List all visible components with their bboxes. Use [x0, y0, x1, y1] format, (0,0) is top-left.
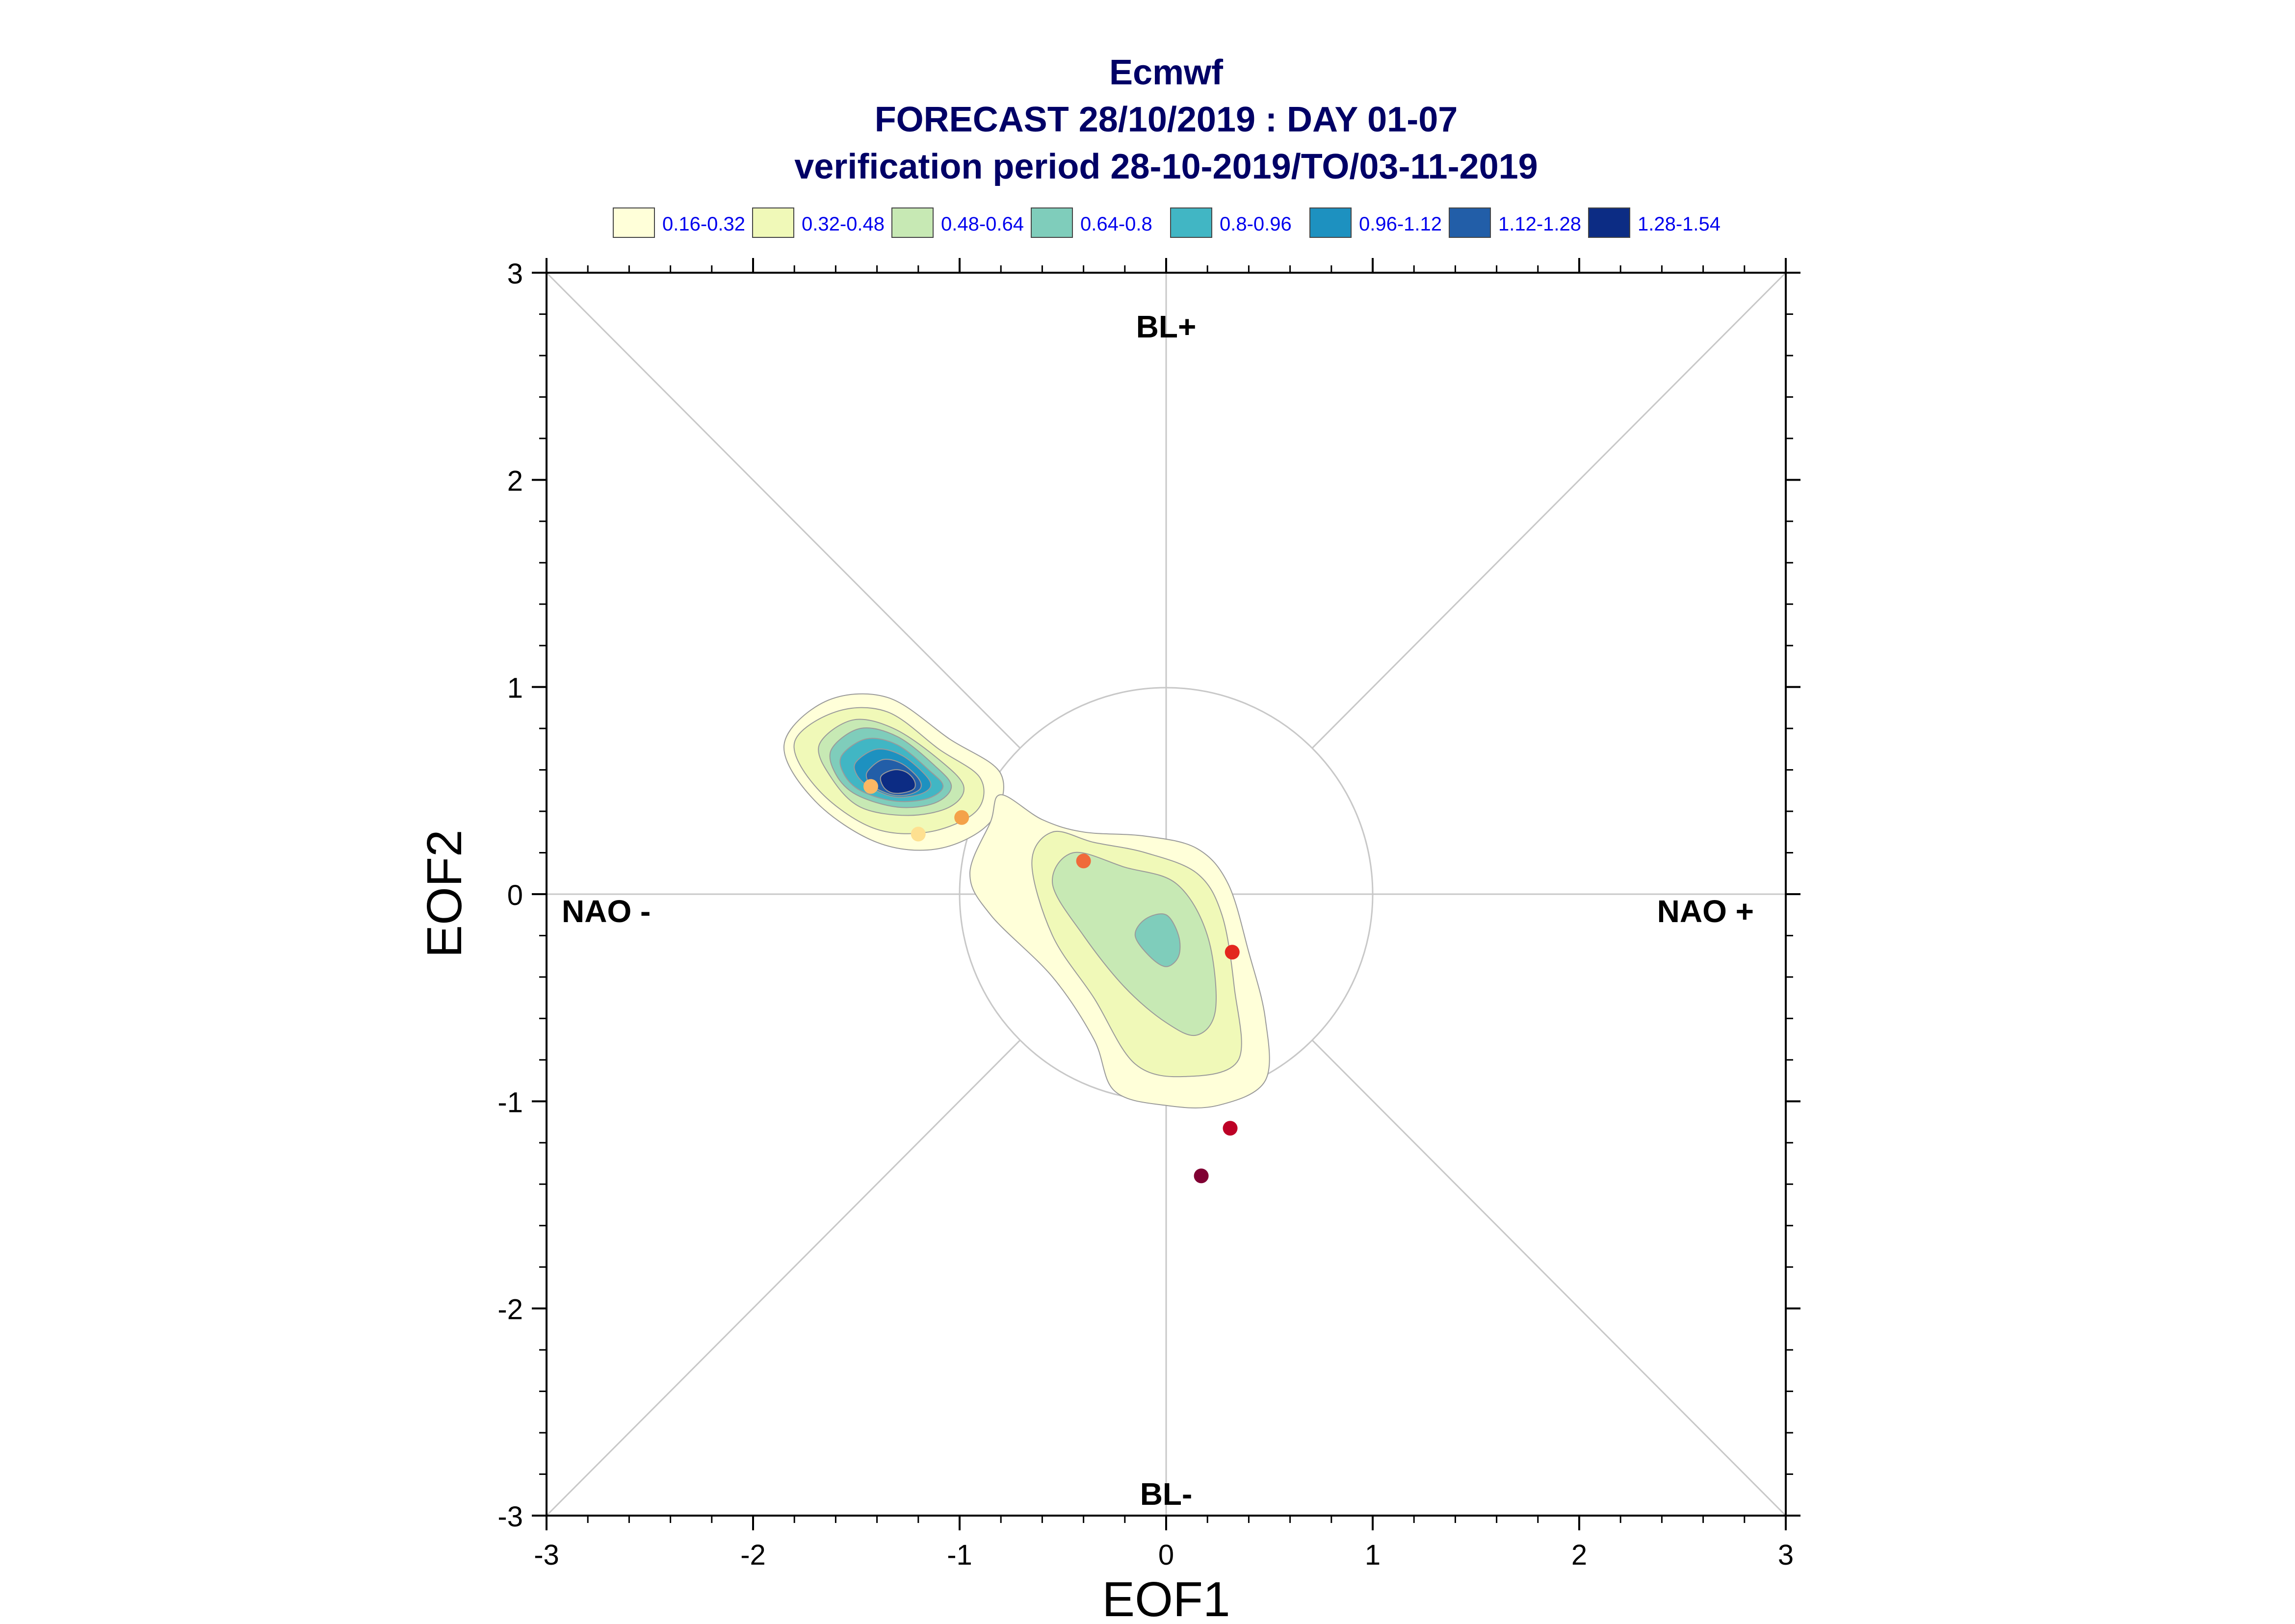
density-contour-level: [1134, 913, 1181, 967]
legend-swatch: [1309, 207, 1352, 238]
plot-area: -3 -2 -1 0 1 2 3 -3 -2 -1 0 1 2 3: [497, 258, 1800, 1571]
x-tick-label: 1: [1365, 1539, 1381, 1571]
region-label-bl-minus: BL-: [1140, 1476, 1193, 1512]
legend-label: 0.48-0.64: [941, 213, 1024, 235]
x-tick-label: -3: [534, 1539, 559, 1571]
axis-ticks: -3 -2 -1 0 1 2 3 -3 -2 -1 0 1 2 3: [497, 258, 1800, 1571]
legend: 0.16-0.32 0.32-0.48 0.48-0.64 0.64-0.8 0.8-0…: [613, 207, 1721, 238]
legend-label: 0.32-0.48: [802, 213, 885, 235]
x-tick-label: 3: [1778, 1539, 1794, 1571]
legend-label: 0.16-0.32: [662, 213, 745, 235]
legend-swatch: [613, 207, 655, 238]
diagonal-line-lower-right: [1311, 1039, 1787, 1517]
y-axis-title: EOF2: [417, 829, 472, 957]
y-tick-label: 0: [507, 879, 523, 911]
diagonal-line-upper-right: [1311, 272, 1787, 749]
legend-label: 0.64-0.8: [1080, 213, 1152, 235]
legend-label: 0.96-1.12: [1359, 213, 1442, 235]
y-tick-label: 1: [507, 672, 523, 704]
legend-swatch: [752, 207, 794, 238]
y-tick-label: -2: [497, 1294, 523, 1326]
x-tick-label: 0: [1158, 1539, 1174, 1571]
density-contour-level: [1052, 851, 1217, 1036]
legend-label: 1.12-1.28: [1498, 213, 1581, 235]
data-point: [911, 826, 926, 842]
x-tick-label: -1: [947, 1539, 972, 1571]
data-point: [1076, 853, 1091, 869]
chart-title: Ecmwf FORECAST 28/10/2019 : DAY 01-07 ve…: [794, 53, 1538, 186]
legend-label: 0.8-0.96: [1220, 213, 1292, 235]
legend-swatch: [891, 207, 934, 238]
density-contour-level: [880, 769, 916, 794]
data-point: [1194, 1168, 1209, 1184]
title-line-2: FORECAST 28/10/2019 : DAY 01-07: [875, 100, 1458, 139]
legend-swatch: [1588, 207, 1630, 238]
diagonal-line-lower-left: [546, 1039, 1021, 1517]
title-line-3: verification period 28-10-2019/TO/03-11-…: [794, 147, 1538, 186]
y-tick-label: 3: [507, 258, 523, 290]
x-tick-label: -2: [740, 1539, 766, 1571]
guide-lines: [546, 272, 1787, 1517]
region-label-nao-minus: NAO -: [562, 894, 651, 929]
legend-label: 1.28-1.54: [1638, 213, 1721, 235]
legend-swatch: [1170, 207, 1212, 238]
data-point: [863, 779, 878, 794]
y-tick-label: 2: [507, 465, 523, 497]
diagonal-line-upper-left: [546, 272, 1021, 749]
region-label-bl-plus: BL+: [1136, 309, 1197, 344]
data-point: [954, 810, 969, 825]
region-label-nao-plus: NAO +: [1657, 894, 1754, 929]
data-points: [863, 779, 1240, 1184]
title-line-1: Ecmwf: [1109, 53, 1224, 92]
x-axis-title: EOF1: [1102, 1572, 1230, 1624]
data-point: [1225, 945, 1240, 960]
x-tick-label: 2: [1571, 1539, 1587, 1571]
data-point: [1223, 1121, 1238, 1136]
y-tick-label: -3: [497, 1501, 523, 1533]
legend-swatch: [1449, 207, 1491, 238]
legend-swatch: [1031, 207, 1073, 238]
y-tick-label: -1: [497, 1086, 523, 1118]
